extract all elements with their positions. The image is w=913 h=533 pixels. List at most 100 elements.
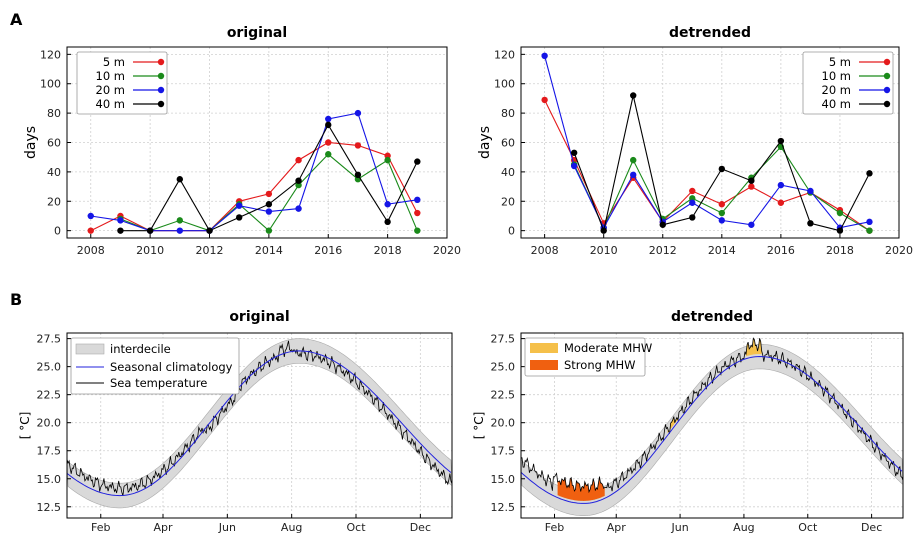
seasonal-climatology-line [66, 350, 452, 497]
x-tick-label: 2012 [196, 244, 224, 257]
data-point [866, 170, 873, 177]
legend-label: Sea temperature [110, 376, 207, 390]
data-point [295, 177, 302, 184]
x-tick-label: 2008 [531, 244, 559, 257]
y-tick-label: 20.0 [491, 417, 516, 430]
x-tick-label: Apr [153, 521, 173, 533]
data-point [117, 217, 124, 224]
data-point [866, 227, 873, 234]
legend-marker [883, 100, 891, 108]
x-tick-label: 2018 [826, 244, 854, 257]
y-tick-label: 120 [40, 48, 61, 61]
data-point [265, 208, 273, 215]
y-tick-label: 17.5 [37, 445, 62, 458]
data-point [630, 92, 637, 99]
panel-label-b: B [10, 290, 22, 309]
data-point [689, 214, 696, 221]
data-point [777, 137, 785, 145]
data-point [295, 156, 302, 164]
y-tick-label: 40 [501, 166, 515, 179]
series-20m [87, 109, 421, 234]
seasonal-climatology-line [520, 355, 903, 504]
y-tick-label: 17.5 [491, 445, 516, 458]
data-point [866, 218, 873, 226]
chart-title: original [227, 25, 287, 41]
legend-label: 5 m [829, 55, 851, 69]
y-tick-label: 25.0 [37, 361, 62, 374]
data-point [325, 115, 332, 123]
data-point [630, 156, 637, 164]
legend-label: Strong MHW [564, 358, 636, 372]
data-point [384, 201, 391, 208]
chart-title: original [229, 309, 289, 325]
legend-label: 20 m [822, 83, 852, 97]
x-tick-label: 2008 [77, 244, 105, 257]
data-point [659, 221, 666, 228]
data-point [414, 196, 421, 203]
data-point [748, 221, 755, 228]
legend-swatch-interdecile [75, 343, 105, 355]
data-point [718, 217, 726, 224]
data-point [325, 151, 332, 158]
data-point [414, 227, 421, 234]
chart-a-detrended: 0 20 40 60 80 100 120 2008 2010 2012 2014 2016 2018 2… [477, 25, 913, 257]
data-point [354, 142, 362, 149]
data-point [384, 218, 391, 226]
y-tick-label: 15.0 [491, 473, 516, 486]
y-axis-label: days [477, 126, 493, 159]
data-point [689, 195, 696, 202]
chart-a-original: 0 20 40 60 80 100 120 2008 2010 2012 2014 2016 2018 2… [23, 25, 461, 257]
data-point [384, 152, 391, 159]
data-point [689, 199, 696, 206]
x-tick-label: Jun [218, 521, 236, 533]
legend-label: 40 m [822, 97, 852, 111]
y-tick-label: 60 [501, 137, 515, 150]
data-point [570, 162, 578, 170]
legend-marker [883, 72, 891, 80]
data-point [836, 209, 844, 217]
sea-temperature-line [66, 340, 453, 497]
data-point [630, 171, 637, 179]
data-point [807, 220, 814, 227]
x-tick-label: Oct [346, 521, 366, 533]
data-point [541, 96, 548, 104]
legend-swatch-strong [530, 360, 558, 370]
y-tick-label: 0 [508, 225, 515, 238]
legend-marker [157, 58, 165, 66]
data-point [748, 183, 755, 190]
legend-marker [157, 86, 165, 94]
chart-title: detrended [669, 25, 751, 41]
legend-label: Seasonal climatology [110, 360, 233, 374]
data-point [265, 201, 273, 208]
x-tick-label: Aug [733, 521, 754, 533]
y-tick-label: 27.5 [37, 333, 62, 346]
data-point [87, 212, 94, 220]
data-point [414, 209, 421, 217]
x-tick-label: Jun [670, 521, 688, 533]
legend: 5 m10 m20 m40 m [802, 51, 894, 115]
x-tick-label: 2020 [885, 244, 913, 257]
data-point [570, 149, 578, 156]
x-tick-label: 2014 [708, 244, 736, 257]
y-tick-label: 100 [40, 78, 61, 91]
legend-label: 10 m [96, 69, 126, 83]
x-tick-label: Apr [607, 521, 627, 533]
chart-b-original: 12.5 15.0 17.5 20.0 22.5 25.0 27.5 Feb Apr Jun Aug… [18, 309, 453, 533]
data-point [265, 190, 273, 198]
y-tick-label: 20 [501, 195, 515, 208]
legend-swatch-moderate [530, 343, 558, 353]
x-tick-label: Oct [798, 521, 818, 533]
y-axis-label: days [23, 126, 39, 159]
legend-marker [883, 58, 891, 66]
y-axis-label: [ °C] [18, 412, 32, 440]
data-point [325, 139, 332, 146]
legend: Moderate MHW Strong MHW [524, 337, 652, 377]
plot-frame [66, 332, 453, 519]
series-40m [570, 92, 873, 234]
data-point [689, 187, 696, 195]
panel-label-a: A [10, 10, 23, 29]
y-tick-label: 40 [47, 166, 61, 179]
data-point [206, 227, 213, 234]
y-tick-label: 80 [47, 107, 61, 120]
